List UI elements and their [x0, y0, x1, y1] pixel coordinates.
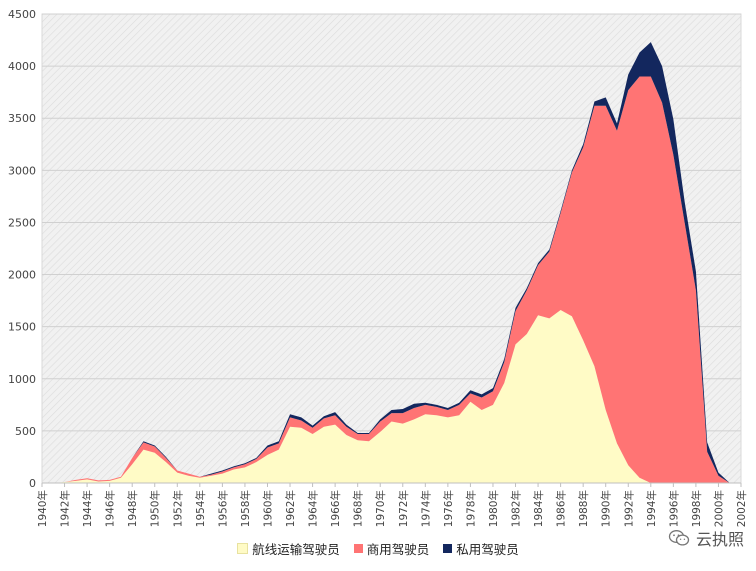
x-tick-label-1982: 1982年 — [510, 490, 523, 527]
area-series-0 — [42, 309, 741, 483]
x-tick-label-1940: 1940年 — [36, 490, 49, 527]
x-tick-label-1998: 1998年 — [690, 490, 703, 527]
y-tick-label-2500: 2500 — [8, 216, 36, 229]
y-tick-label-4000: 4000 — [8, 60, 36, 73]
y-tick-label-1500: 1500 — [8, 321, 36, 334]
x-tick-label-1960: 1960年 — [261, 490, 274, 527]
x-tick-label-1996: 1996年 — [667, 490, 680, 527]
x-tick-label-1980: 1980年 — [487, 490, 500, 527]
x-tick-label-1946: 1946年 — [104, 490, 117, 527]
x-tick-label-1972: 1972年 — [397, 490, 410, 527]
x-tick-label-2002: 2002年 — [735, 490, 748, 527]
x-tick-label-1944: 1944年 — [81, 490, 94, 527]
chart-legend: 航线运输驾驶员 商用驾驶员 私用驾驶员 — [0, 536, 756, 560]
x-tick-label-1986: 1986年 — [555, 490, 568, 527]
x-tick-label-1988: 1988年 — [577, 490, 590, 527]
x-tick-label-1968: 1968年 — [352, 490, 365, 527]
legend-item-airline: 航线运输驾驶员 — [237, 539, 340, 558]
x-tick-label-1966: 1966年 — [329, 490, 342, 527]
x-tick-label-1976: 1976年 — [442, 490, 455, 527]
y-axis-ticks: 0 500 1000 1500 2000 2500 3000 3500 4000 4500 — [8, 8, 36, 490]
legend-label-private: 私用驾驶员 — [456, 541, 519, 557]
watermark-text: 云执照 — [695, 530, 744, 549]
x-tick-label-1950: 1950年 — [149, 490, 162, 527]
x-tick-label-2000: 2000年 — [712, 490, 725, 527]
x-tick-label-1956: 1956年 — [216, 490, 229, 527]
wechat-icon — [668, 530, 690, 546]
x-tick-label-1958: 1958年 — [239, 490, 252, 527]
series-areas — [42, 42, 741, 483]
x-tick-label-1954: 1954年 — [194, 490, 207, 527]
x-tick-label-1948: 1948年 — [126, 490, 139, 527]
x-tick-label-1990: 1990年 — [600, 490, 613, 527]
y-tick-label-4500: 4500 — [8, 8, 36, 21]
legend-swatch-airline — [237, 542, 249, 554]
watermark: 云执照 — [668, 524, 744, 552]
y-tick-label-3500: 3500 — [8, 112, 36, 125]
x-tick-label-1962: 1962年 — [284, 490, 297, 527]
y-tick-label-0: 0 — [29, 477, 36, 490]
x-tick-label-1974: 1974年 — [419, 490, 432, 527]
legend-item-private: 私用驾驶员 — [443, 539, 519, 558]
legend-swatch-private — [443, 543, 453, 553]
x-tick-label-1952: 1952年 — [171, 490, 184, 527]
y-tick-label-2000: 2000 — [8, 269, 36, 282]
x-tick-label-1984: 1984年 — [532, 490, 545, 527]
area-series-1 — [42, 76, 741, 483]
x-tick-label-1992: 1992年 — [622, 490, 635, 527]
legend-label-commercial: 商用驾驶员 — [366, 541, 430, 557]
y-tick-label-1000: 1000 — [8, 373, 36, 386]
x-tick-label-1978: 1978年 — [464, 490, 477, 527]
x-tick-label-1970: 1970年 — [374, 490, 387, 527]
x-tick-label-1942: 1942年 — [59, 490, 72, 527]
x-axis-ticks: 1940年 1942年 1944年 1946年 1948年 1950年 1952年 1954年… — [36, 483, 748, 527]
legend-swatch-commercial — [353, 543, 363, 553]
legend-label-airline: 航线运输驾驶员 — [252, 541, 340, 557]
legend-item-commercial: 商用驾驶员 — [353, 539, 430, 558]
x-tick-label-1994: 1994年 — [645, 490, 658, 527]
y-tick-label-500: 500 — [15, 425, 36, 438]
y-tick-label-3000: 3000 — [8, 164, 36, 177]
x-tick-label-1964: 1964年 — [307, 490, 320, 527]
